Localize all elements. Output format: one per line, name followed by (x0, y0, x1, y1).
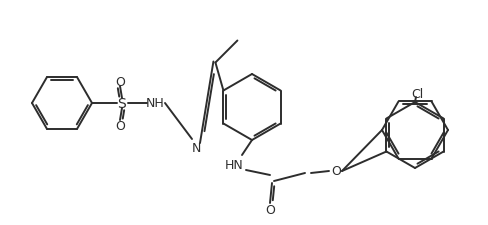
Text: O: O (330, 165, 340, 178)
Text: Cl: Cl (410, 87, 422, 100)
Text: O: O (115, 119, 124, 132)
Text: N: N (191, 141, 200, 154)
Text: NH: NH (145, 97, 164, 110)
Text: HN: HN (224, 159, 243, 172)
Text: O: O (115, 75, 124, 88)
Text: S: S (118, 97, 126, 110)
Text: O: O (264, 204, 274, 216)
